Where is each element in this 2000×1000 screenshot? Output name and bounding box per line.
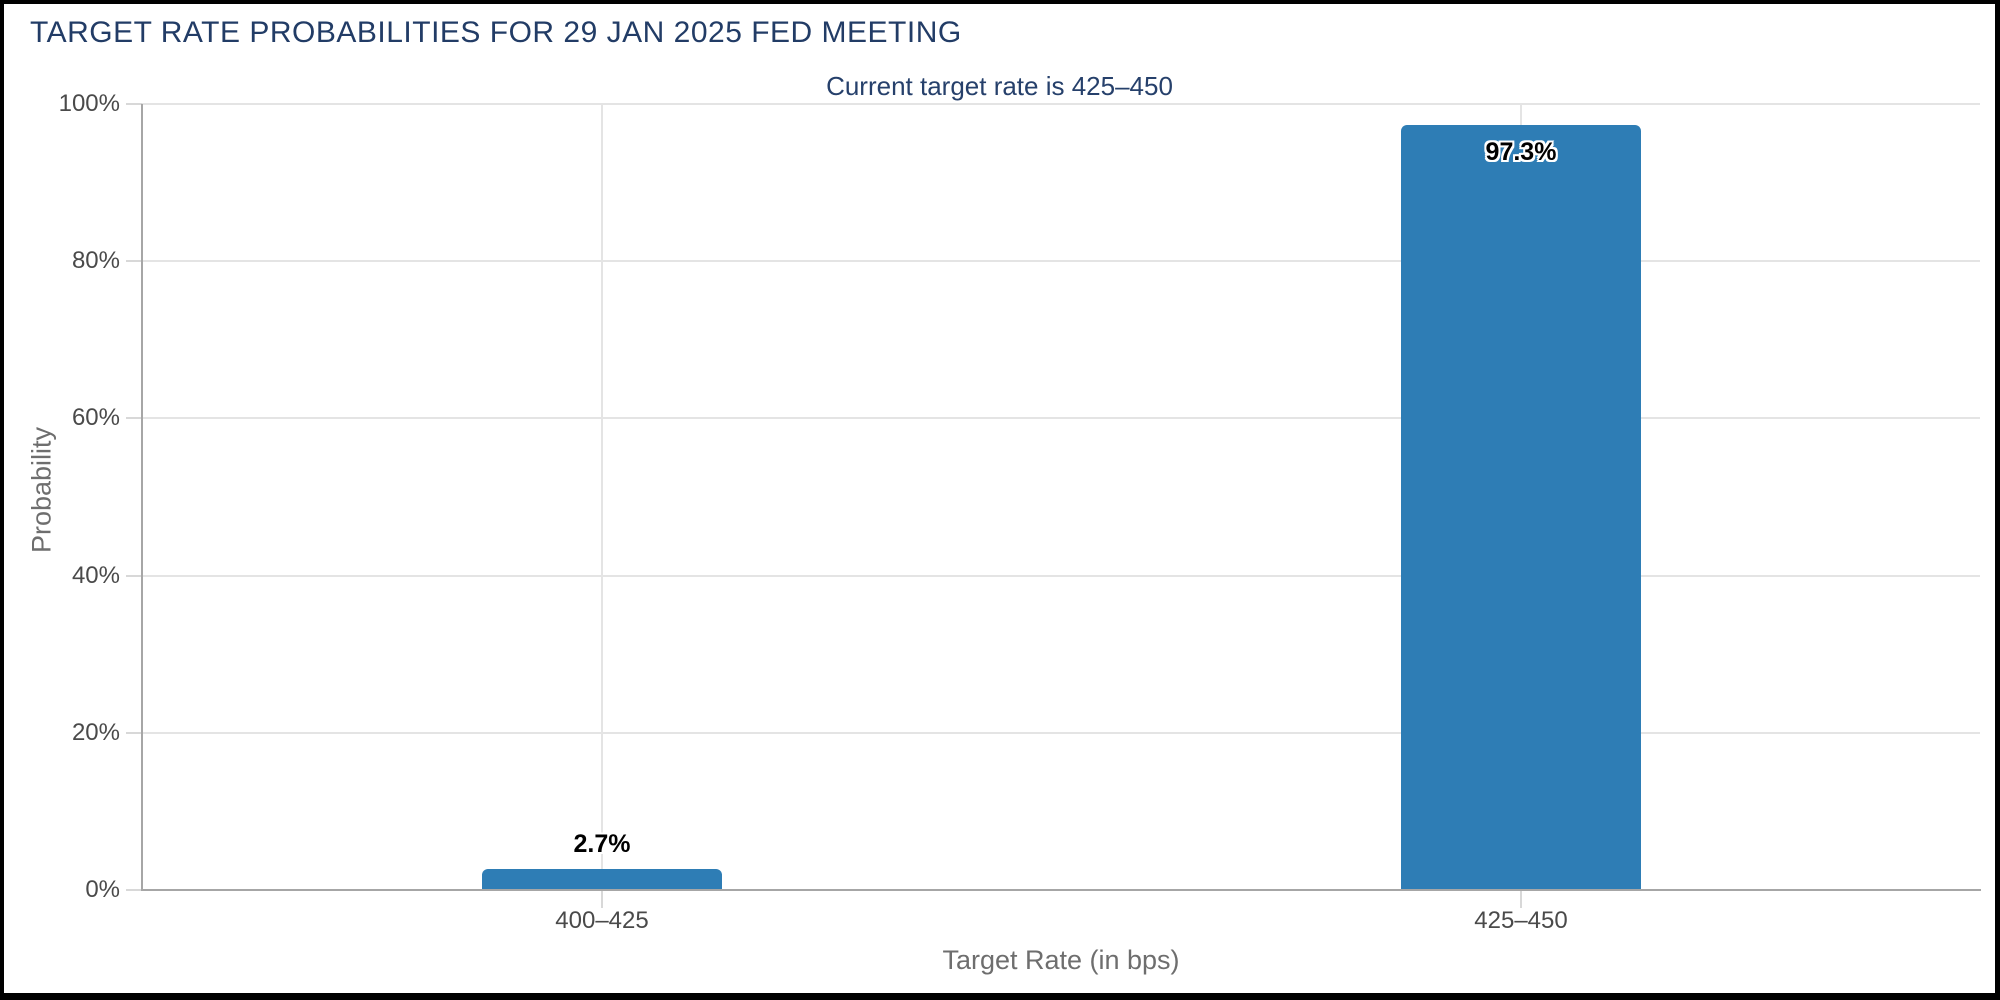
gridline-40 <box>142 575 1980 577</box>
y-tick-label-40: 40% <box>71 562 120 589</box>
x-tick-mark-1 <box>1520 890 1522 908</box>
gridline-20 <box>142 732 1980 734</box>
gridline-80 <box>142 260 1980 262</box>
bar-value-label-0: 2.7% <box>573 830 631 858</box>
gridline-60 <box>142 417 1980 419</box>
y-tick-label-20: 20% <box>71 719 120 746</box>
bar-400–425[interactable] <box>482 869 722 890</box>
bar-425–450[interactable] <box>1401 125 1641 890</box>
y-tick-mark-20 <box>126 732 142 734</box>
y-tick-label-60: 60% <box>71 404 120 431</box>
y-axis-line <box>141 104 143 890</box>
x-axis-line <box>141 889 1981 891</box>
y-tick-mark-40 <box>126 575 142 577</box>
y-tick-mark-100 <box>126 103 142 105</box>
x-tick-label-0: 400–425 <box>555 907 649 934</box>
chart-subtitle: Current target rate is 425–450 <box>826 71 1173 101</box>
y-tick-label-80: 80% <box>71 247 120 274</box>
category-gridline-0 <box>601 104 603 890</box>
x-tick-label-1: 425–450 <box>1474 907 1568 934</box>
y-tick-label-0: 0% <box>85 876 120 903</box>
gridline-100 <box>142 103 1980 105</box>
y-tick-mark-0 <box>126 889 142 891</box>
y-tick-mark-80 <box>126 260 142 262</box>
x-tick-mark-0 <box>601 890 603 908</box>
y-tick-mark-60 <box>126 417 142 419</box>
plot-area: 0% 20% 40% 60% 80% 100% 400–425 2.7% 425–450 97.3… <box>4 4 1995 993</box>
chart-title: TARGET RATE PROBABILITIES FOR 29 JAN 202… <box>30 16 962 49</box>
bar-value-label-1: 97.3% <box>1485 138 1557 166</box>
y-tick-label-100: 100% <box>58 90 120 117</box>
x-axis-title: Target Rate (in bps) <box>942 945 1180 975</box>
